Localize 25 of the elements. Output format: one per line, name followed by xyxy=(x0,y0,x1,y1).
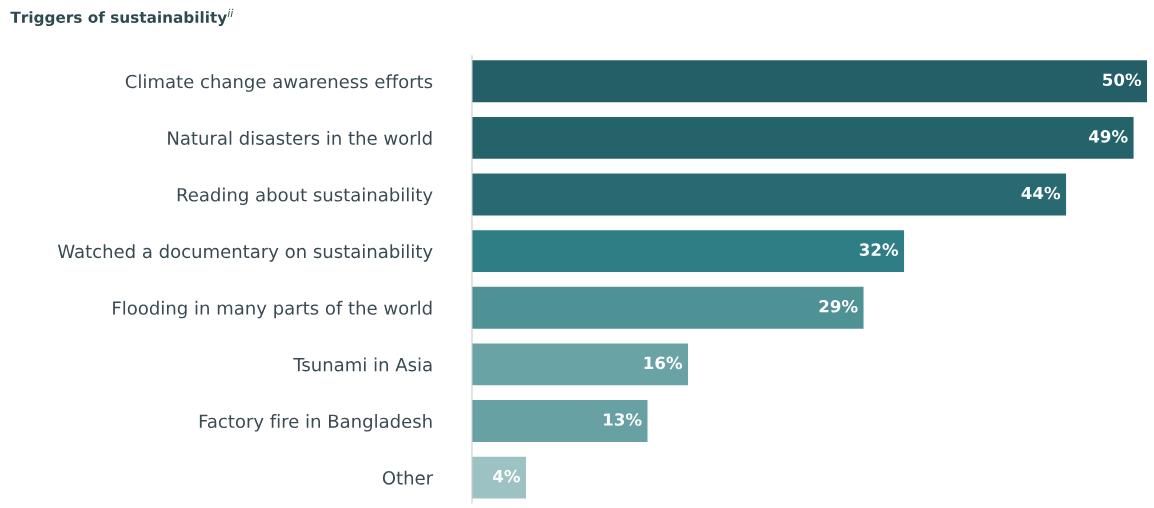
data-label: 16% xyxy=(644,356,683,370)
y-tick-label: Watched a documentary on sustainability xyxy=(57,244,433,262)
bar xyxy=(471,286,864,329)
data-label: 4% xyxy=(493,469,521,483)
bar xyxy=(471,60,1148,103)
data-label: 44% xyxy=(1021,186,1061,200)
y-tick-label: Factory fire in Bangladesh xyxy=(199,414,432,432)
data-label: 49% xyxy=(1089,130,1128,143)
data-label: 32% xyxy=(859,243,899,256)
y-tick-label: Tsunami in Asia xyxy=(293,357,432,372)
bar xyxy=(471,116,1134,159)
text: Triggers of sustainability$^{ii}$ xyxy=(10,8,234,27)
bar xyxy=(471,456,526,499)
data-label: 50% xyxy=(1103,73,1142,87)
y-tick-label: Natural disasters in the world xyxy=(168,130,432,145)
data-label: 29% xyxy=(819,299,858,313)
bar xyxy=(471,173,1067,216)
bar xyxy=(471,400,648,442)
y-tick-label: Climate change awareness efforts xyxy=(125,74,433,92)
y-tick-label: Flooding in many parts of the world xyxy=(113,300,432,319)
bar xyxy=(471,230,905,273)
y-tick-label: Other xyxy=(382,470,434,485)
data-label: 13% xyxy=(604,413,642,426)
y-tick-label: Reading about sustainability xyxy=(177,187,433,206)
bar xyxy=(471,343,689,386)
